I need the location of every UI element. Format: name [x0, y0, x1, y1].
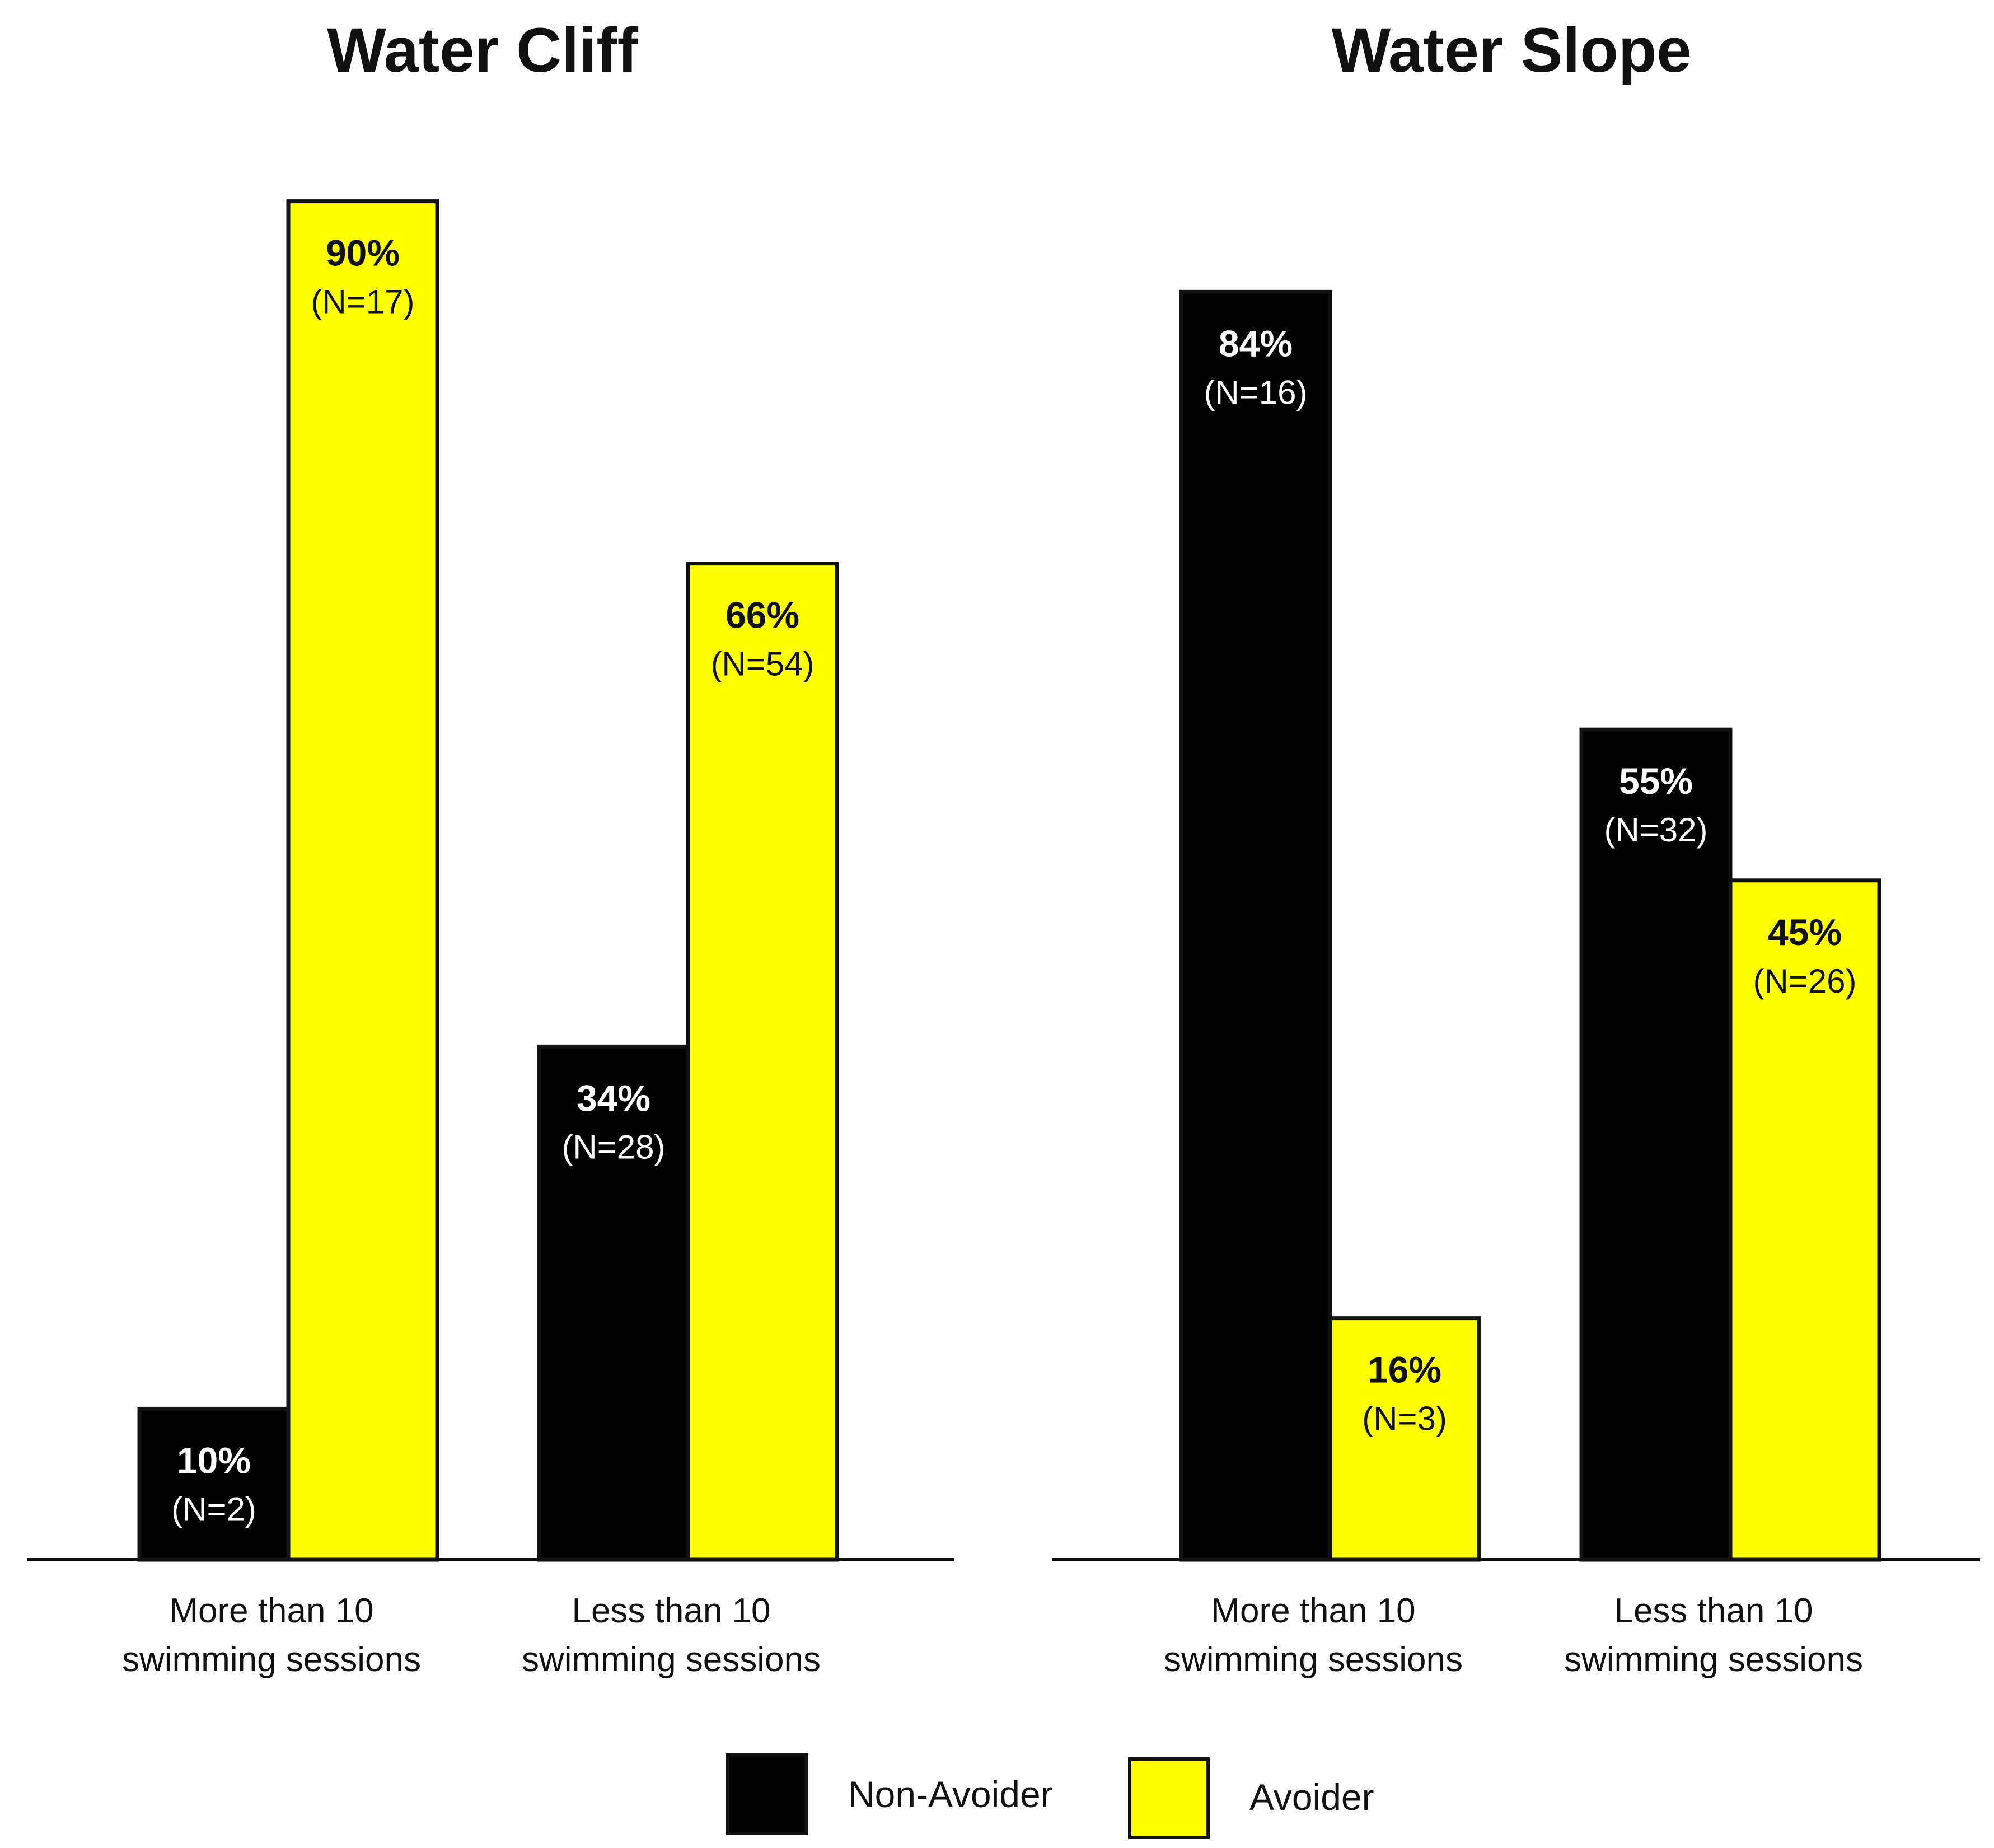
legend-swatch [726, 1753, 808, 1835]
legend-label: Non-Avoider [848, 1774, 1053, 1815]
category-label-line1: More than 10 [1211, 1592, 1415, 1630]
bar-n-label: (N=16) [1204, 373, 1307, 411]
legend-item-avoider: Avoider [1128, 1757, 1374, 1839]
category-label-line1: Less than 10 [1614, 1592, 1813, 1630]
bar-n-label: (N=3) [1362, 1400, 1447, 1438]
category-label-line2: swimming sessions [1164, 1640, 1463, 1679]
chart-title: Water Cliff [327, 15, 639, 85]
bar-non-avoider-2 [1579, 727, 1733, 1562]
bar-value-label: 55% [1619, 760, 1693, 802]
bar-n-label: (N=2) [171, 1490, 256, 1528]
bar-n-label: (N=54) [710, 645, 814, 683]
category-label-line2: swimming sessions [522, 1640, 821, 1679]
bar-value-label: 16% [1368, 1349, 1441, 1391]
bar-value-label: 10% [177, 1439, 251, 1481]
bar-value-label: 45% [1768, 911, 1842, 953]
bar-n-label: (N=32) [1604, 811, 1707, 849]
bar-value-label: 66% [725, 595, 799, 636]
chart-panels: Water Cliff 10% (N=2) 90% (N=17) More than 10… [27, 15, 1980, 1679]
bar-n-label: (N=28) [561, 1128, 665, 1166]
category-label-line1: More than 10 [169, 1592, 373, 1630]
bar-n-label: (N=17) [311, 283, 414, 321]
category-label-line2: swimming sessions [122, 1640, 421, 1679]
bar-non-avoider-2 [537, 1044, 690, 1562]
category-label-line2: swimming sessions [1564, 1640, 1863, 1679]
chart-panel-1: Water Cliff 10% (N=2) 90% (N=17) More than 10… [27, 15, 954, 1679]
legend-item-non-avoider: Non-Avoider [726, 1753, 1053, 1835]
bar-avoider-1 [286, 199, 439, 1562]
chart-panel-2: Water Slope 84% (N=16) 16% (N=3) More than 10… [1052, 15, 1980, 1679]
bar-non-avoider-1 [137, 1406, 291, 1562]
legend-swatch [1128, 1757, 1210, 1839]
bar-value-label: 90% [326, 232, 400, 274]
chart-title: Water Slope [1331, 15, 1691, 85]
bar-n-label: (N=26) [1753, 962, 1856, 1000]
legend-label: Avoider [1249, 1776, 1374, 1818]
bar-value-label: 34% [577, 1077, 650, 1119]
bar-non-avoider-1 [1179, 289, 1332, 1562]
bar-value-label: 84% [1219, 322, 1293, 364]
bar-avoider-2 [1728, 878, 1881, 1562]
legend: Non-Avoider Avoider [726, 1753, 1374, 1839]
category-label-line1: Less than 10 [572, 1592, 770, 1630]
bar-avoider-2 [686, 562, 839, 1562]
